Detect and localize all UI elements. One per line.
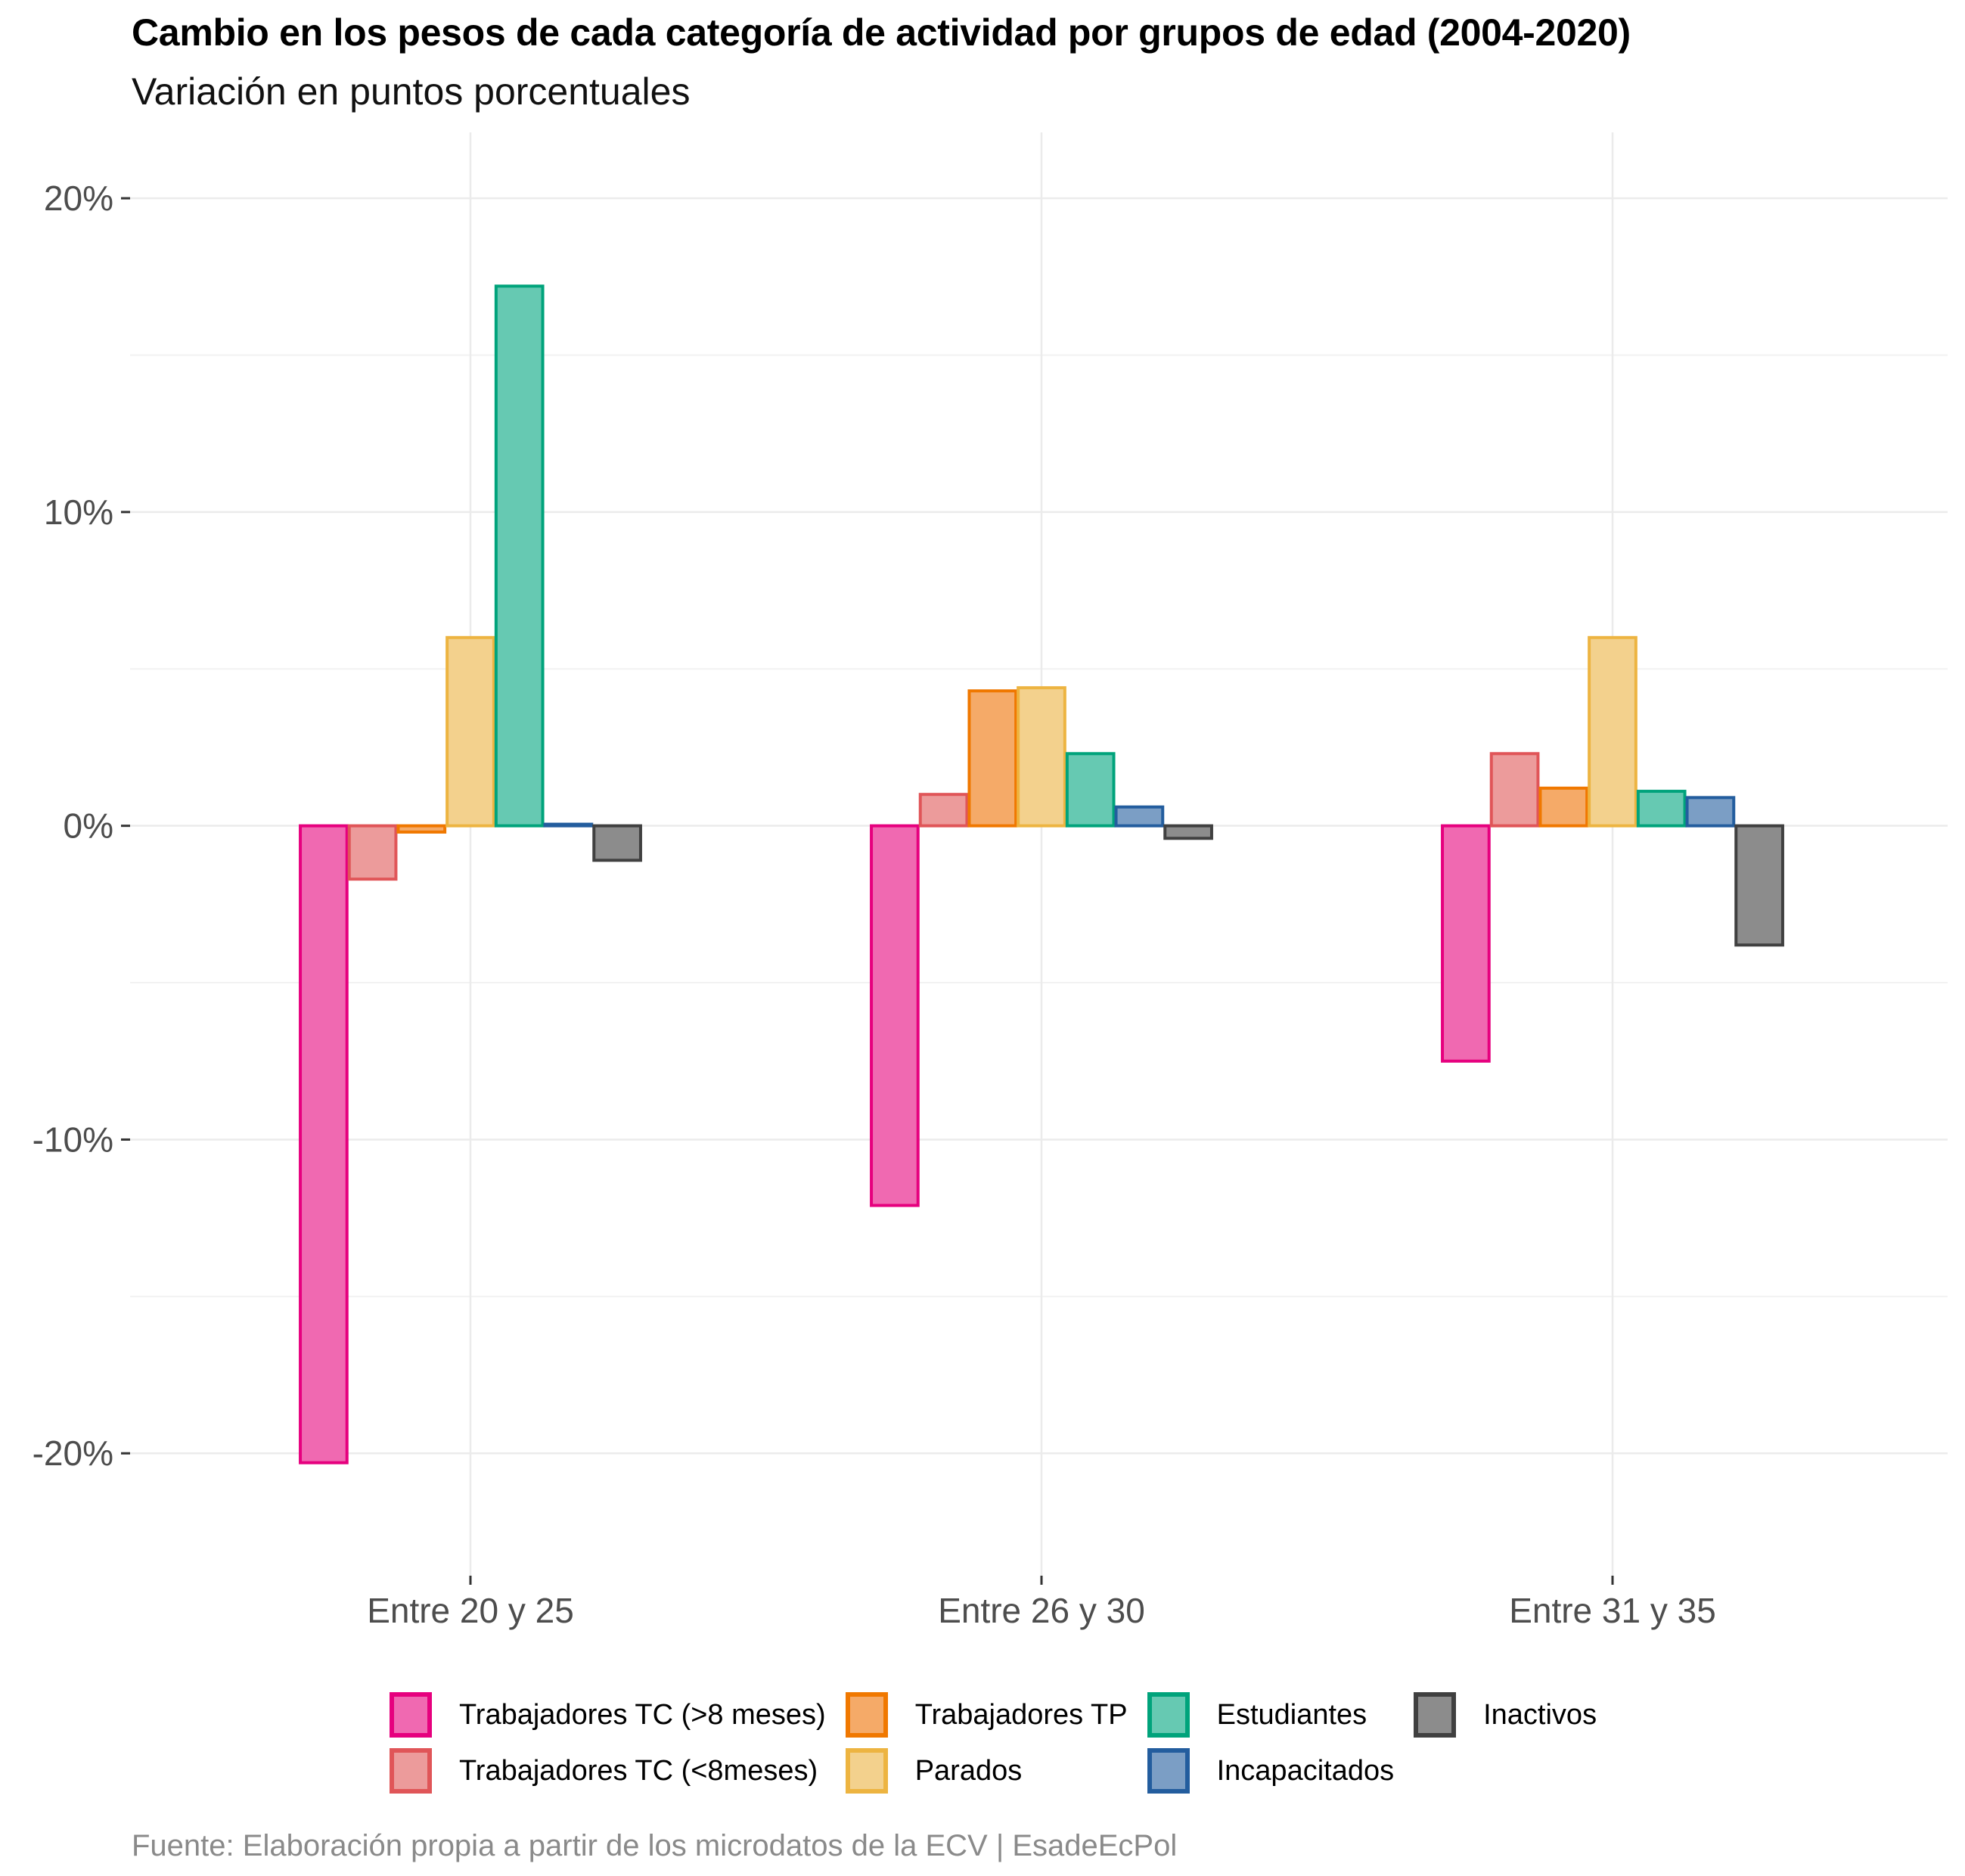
legend-item: Trabajadores TC (>8 meses): [390, 1687, 826, 1743]
legend-label: Parados: [914, 1754, 1023, 1787]
y-tick-label: 10%: [44, 492, 113, 532]
legend-item: Estudiantes: [1147, 1687, 1395, 1743]
bar-trabajadores-tc-8-meses-1: [299, 824, 349, 1464]
bar-trabajadores-tc-8meses-2: [918, 793, 969, 828]
bars: [299, 284, 1784, 1464]
legend-swatch: [845, 1748, 888, 1794]
y-axis: -20% -10% 0% 10% 20%: [33, 179, 130, 1473]
bar-chart: -20% -10% 0% 10% 20% Entre 20 y 25 Entre 26 y…: [33, 132, 1948, 1630]
bar-trabajadores-tc-8meses-3: [1489, 752, 1540, 828]
legend-swatch: [1414, 1692, 1457, 1738]
chart-subtitle: Variación en puntos porcentuales: [132, 70, 691, 113]
bar-inactivos-3: [1734, 824, 1784, 947]
bar-inactivos-2: [1163, 824, 1213, 840]
bar-estudiantes-1: [494, 284, 545, 828]
bar-trabajadores-tp-1: [396, 824, 447, 834]
x-tick-label: Entre 31 y 35: [1509, 1591, 1716, 1630]
x-tick-label: Entre 20 y 25: [367, 1591, 574, 1630]
legend-item: Trabajadores TC (<8meses): [390, 1743, 826, 1799]
source-footer: Fuente: Elaboración propia a partir de l…: [132, 1829, 1178, 1862]
legend-swatch: [1147, 1692, 1190, 1738]
x-axis: Entre 20 y 25 Entre 26 y 30 Entre 31 y 35: [367, 1576, 1716, 1630]
gridlines: [130, 132, 1948, 1576]
y-tick-label: -10%: [33, 1120, 113, 1159]
legend-label: Incapacitados: [1216, 1754, 1395, 1787]
bar-trabajadores-tc-8-meses-2: [870, 824, 920, 1207]
legend-label: Trabajadores TP: [914, 1698, 1128, 1731]
legend-item: Trabajadores TP: [845, 1687, 1128, 1743]
legend-swatch: [1147, 1748, 1190, 1794]
legend-item: Parados: [845, 1743, 1128, 1799]
legend-label: Estudiantes: [1216, 1698, 1367, 1731]
y-tick-label: -20%: [33, 1433, 113, 1473]
bar-incapacitados-1: [543, 822, 594, 828]
bar-incapacitados-3: [1685, 796, 1736, 828]
bar-parados-2: [1017, 686, 1066, 828]
legend-label: Inactivos: [1483, 1698, 1597, 1731]
bar-parados-3: [1588, 635, 1638, 828]
bar-parados-1: [445, 635, 495, 828]
chart-title: Cambio en los pesos de cada categoría de…: [132, 11, 1631, 54]
bar-estudiantes-3: [1636, 790, 1687, 828]
legend-label: Trabajadores TC (<8meses): [459, 1754, 818, 1787]
legend-item: Incapacitados: [1147, 1743, 1395, 1799]
bar-incapacitados-2: [1114, 805, 1165, 828]
bar-inactivos-1: [592, 824, 642, 862]
legend-item: Inactivos: [1414, 1687, 1597, 1743]
legend-swatch: [390, 1692, 432, 1738]
bar-trabajadores-tc-8-meses-3: [1441, 824, 1491, 1063]
bar-trabajadores-tc-8meses-1: [347, 824, 398, 881]
bar-estudiantes-2: [1065, 752, 1116, 828]
y-tick-label: 20%: [44, 179, 113, 218]
x-tick-label: Entre 26 y 30: [938, 1591, 1145, 1630]
y-tick-label: 0%: [64, 806, 113, 846]
legend-label: Trabajadores TC (>8 meses): [459, 1698, 826, 1731]
bar-trabajadores-tp-3: [1538, 786, 1589, 828]
legend: Trabajadores TC (>8 meses) Trabajadores T…: [390, 1687, 1597, 1799]
legend-swatch: [390, 1748, 432, 1794]
legend-swatch: [845, 1692, 888, 1738]
bar-trabajadores-tp-2: [967, 689, 1018, 828]
